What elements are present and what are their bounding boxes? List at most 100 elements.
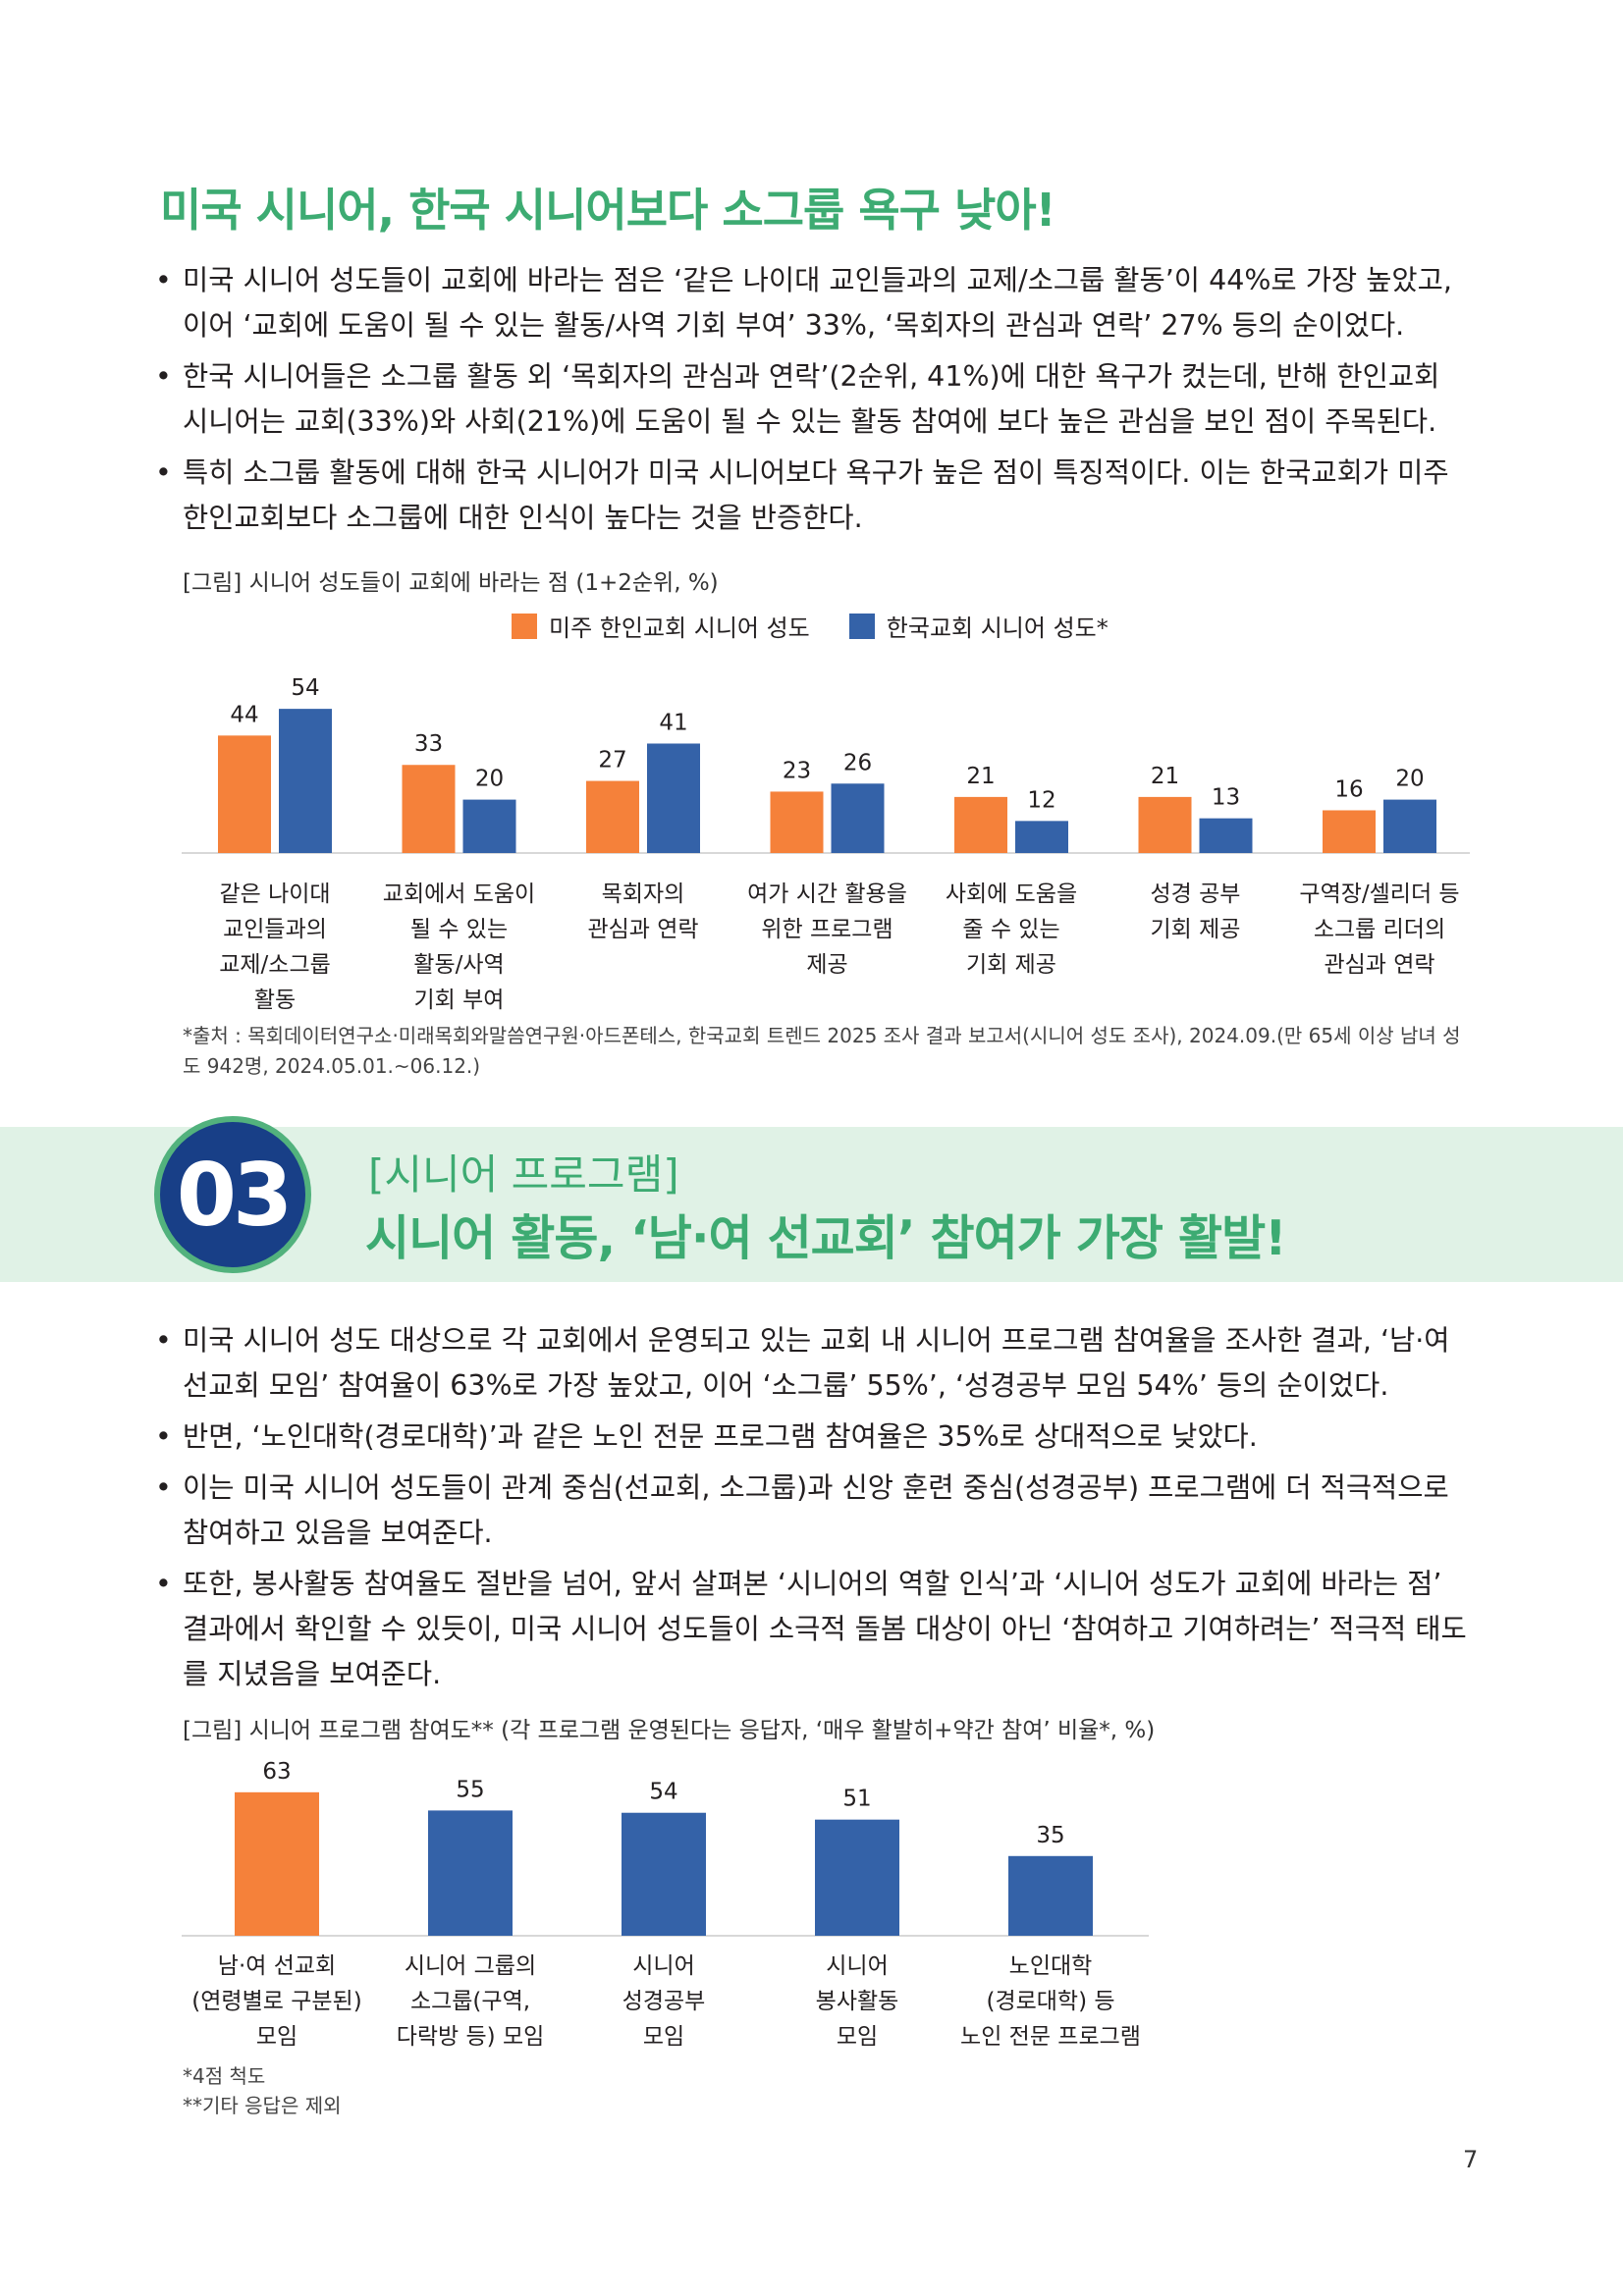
figure-caption: [그림] 시니어 프로그램 참여도** (각 프로그램 운영된다는 응답자, ‘… — [183, 1718, 1156, 1743]
category-label: 기회 제공 — [966, 952, 1056, 978]
bar — [235, 1791, 319, 1936]
data-label: 20 — [475, 767, 504, 792]
legend-item: 미주 한인교회 시니어 성도 — [512, 609, 810, 643]
data-label: 35 — [1036, 1823, 1064, 1848]
category-label: 제공 — [806, 952, 847, 978]
category-label: 모임 — [256, 2024, 298, 2050]
category-label: 모임 — [643, 2024, 684, 2050]
category-label: 성경 공부 — [1151, 881, 1241, 907]
category-label: 노인대학 — [1009, 1953, 1093, 1979]
category-label: 기회 제공 — [1151, 917, 1241, 942]
category-label: 성경공부 — [622, 1989, 706, 2014]
category-label: 같은 나이대 — [219, 881, 330, 907]
bullet-item: 또한, 봉사활동 참여율도 절반을 넘어, 앞서 살펴본 ‘시니어의 역할 인식… — [155, 1562, 1471, 1697]
category-label: 봉사활동 — [816, 1989, 899, 2014]
data-label: 20 — [1395, 767, 1424, 792]
category-label: 줄 수 있는 — [962, 917, 1059, 942]
legend-swatch-orange — [512, 613, 537, 639]
section-subtitle: [시니어 프로그램] — [368, 1150, 679, 1199]
category-label: 관심과 연락 — [1324, 952, 1434, 978]
footnote: *4점 척도 — [183, 2064, 266, 2088]
section-number-badge: 03 — [154, 1116, 311, 1273]
footnote: **기타 응답은 제외 — [183, 2094, 342, 2117]
category-label: 남·여 선교회 — [218, 1953, 336, 1979]
legend-label: 한국교회 시니어 성도* — [886, 614, 1109, 642]
category-label: 교제/소그룹 — [219, 952, 331, 978]
bar — [954, 796, 1007, 853]
category-label: 활동/사역 — [413, 952, 504, 978]
data-label: 26 — [843, 750, 872, 775]
data-label: 13 — [1212, 785, 1240, 811]
section1-bullets: 미국 시니어 성도들이 교회에 바라는 점은 ‘같은 나이대 교인들과의 교제/… — [155, 258, 1471, 547]
category-label: 활동 — [254, 988, 296, 1013]
figure-caption: [그림] 시니어 성도들이 교회에 바라는 점 (1+2순위, %) — [183, 570, 719, 596]
bar — [647, 743, 700, 853]
category-label: 될 수 있는 — [410, 917, 508, 942]
bar — [462, 799, 516, 853]
legend-label: 미주 한인교회 시니어 성도 — [549, 614, 810, 642]
section-title: 미국 시니어, 한국 시니어보다 소그룹 욕구 낮아! — [160, 184, 1056, 237]
bullet-item: 미국 시니어 성도들이 교회에 바라는 점은 ‘같은 나이대 교인들과의 교제/… — [155, 258, 1471, 348]
category-label: 시니어 그룹의 — [405, 1953, 536, 1979]
data-label: 16 — [1334, 776, 1363, 802]
category-label: 목회자의 — [602, 881, 685, 907]
category-label: 교회에서 도움이 — [383, 881, 535, 907]
bar — [770, 791, 824, 853]
category-label: 모임 — [837, 2024, 878, 2050]
bar — [279, 709, 332, 853]
bar — [1008, 1855, 1093, 1936]
page-number: 7 — [1463, 2146, 1479, 2173]
category-label: 시니어 — [632, 1953, 694, 1979]
bar — [402, 765, 456, 853]
bar — [1383, 799, 1436, 853]
category-label: 관심과 연락 — [587, 917, 698, 942]
category-label: 교인들과의 — [223, 917, 327, 942]
legend-swatch-blue — [848, 613, 875, 639]
category-label: (경로대학) 등 — [986, 1989, 1114, 2014]
category-label: (연령별로 구분된) — [191, 1989, 361, 2014]
data-label: 55 — [456, 1777, 484, 1802]
bullet-item: 특히 소그룹 활동에 대해 한국 시니어가 미국 시니어보다 욕구가 높은 점이… — [155, 451, 1471, 541]
data-label: 54 — [649, 1780, 677, 1805]
legend-item: 한국교회 시니어 성도* — [848, 609, 1109, 643]
data-label: 23 — [783, 758, 811, 783]
category-label: 다락방 등) 모임 — [397, 2024, 545, 2050]
bullet-item: 이는 미국 시니어 성도들이 관계 중심(선교회, 소그룹)과 신앙 훈련 중심… — [155, 1466, 1471, 1556]
bar — [622, 1812, 706, 1936]
category-label: 여가 시간 활용을 — [747, 881, 907, 907]
category-label: 사회에 도움을 — [946, 881, 1077, 907]
data-label: 44 — [230, 702, 258, 727]
chart-legend: 미주 한인교회 시니어 성도 한국교회 시니어 성도* — [512, 609, 1109, 643]
bar — [1138, 796, 1192, 853]
bar — [815, 1819, 899, 1936]
data-label: 27 — [598, 748, 626, 774]
category-label: 소그룹(구역, — [410, 1989, 530, 2014]
data-label: 21 — [1151, 764, 1179, 789]
data-label: 12 — [1027, 787, 1055, 813]
bullet-item: 반면, ‘노인대학(경로대학)’과 같은 노인 전문 프로그램 참여율은 35%… — [155, 1415, 1471, 1460]
section-title: 시니어 활동, ‘남·여 선교회’ 참여가 가장 활발! — [365, 1210, 1287, 1266]
bar — [586, 780, 639, 853]
footnotes: *4점 척도 **기타 응답은 제외 — [183, 2061, 342, 2120]
bar — [428, 1810, 513, 1936]
bar — [1015, 821, 1068, 853]
bar — [831, 783, 885, 853]
data-label: 21 — [966, 764, 995, 789]
data-label: 54 — [291, 675, 319, 701]
data-label: 63 — [262, 1759, 291, 1785]
category-label: 소그룹 리더의 — [1314, 917, 1445, 942]
bar — [218, 735, 271, 853]
bar — [1323, 810, 1376, 853]
category-label: 구역장/셀리더 등 — [1299, 881, 1459, 907]
data-label: 41 — [659, 710, 687, 735]
section3-bullets: 미국 시니어 성도 대상으로 각 교회에서 운영되고 있는 교회 내 시니어 프… — [155, 1318, 1471, 1703]
data-label: 51 — [842, 1787, 871, 1812]
bar — [1199, 818, 1253, 853]
category-label: 위한 프로그램 — [761, 917, 893, 942]
category-label: 기회 부여 — [414, 988, 505, 1013]
bullet-item: 미국 시니어 성도 대상으로 각 교회에서 운영되고 있는 교회 내 시니어 프… — [155, 1318, 1471, 1409]
category-label: 노인 전문 프로그램 — [960, 2024, 1141, 2050]
source-note: *출처 : 목회데이터연구소·미래목회와말씀연구원·아드폰테스, 한국교회 트렌… — [183, 1024, 1461, 1078]
